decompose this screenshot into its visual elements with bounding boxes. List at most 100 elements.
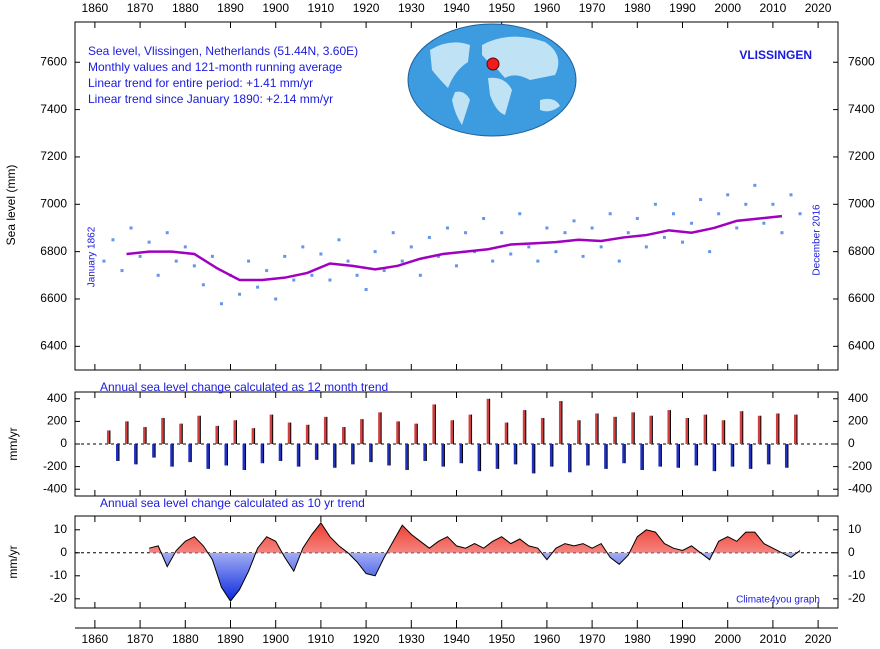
point bbox=[382, 269, 386, 273]
area-negative bbox=[149, 552, 801, 602]
y-tick-label: -20 bbox=[848, 591, 866, 605]
point bbox=[500, 231, 504, 235]
point bbox=[590, 226, 594, 230]
y-tick-label: -400 bbox=[848, 481, 872, 495]
y-tick-label: 7200 bbox=[848, 149, 875, 163]
y-tick-label: 10 bbox=[54, 522, 68, 536]
point bbox=[337, 238, 341, 242]
point bbox=[147, 240, 151, 244]
x-tick-label: 1960 bbox=[534, 632, 561, 646]
x-tick-label: 1890 bbox=[217, 1, 244, 15]
x-tick-label: 1980 bbox=[624, 632, 651, 646]
y-tick-label: 7200 bbox=[40, 149, 67, 163]
point bbox=[653, 202, 657, 206]
point bbox=[274, 297, 278, 301]
point bbox=[491, 259, 495, 263]
y-tick-label: 0 bbox=[848, 436, 855, 450]
point bbox=[201, 283, 205, 287]
running-mean bbox=[126, 214, 783, 282]
x-tick-label: 1920 bbox=[353, 632, 380, 646]
point bbox=[599, 245, 603, 249]
point bbox=[391, 231, 395, 235]
y-tick-label: -200 bbox=[848, 459, 872, 473]
panel-title: Annual sea level change calculated as 12… bbox=[100, 380, 388, 394]
point bbox=[780, 231, 784, 235]
point bbox=[608, 212, 612, 216]
point bbox=[527, 245, 531, 249]
point bbox=[662, 235, 666, 239]
point bbox=[536, 259, 540, 263]
x-tick-label: 1900 bbox=[262, 632, 289, 646]
point bbox=[563, 231, 567, 235]
point bbox=[753, 183, 757, 187]
point bbox=[690, 221, 694, 225]
x-tick-label: 1970 bbox=[579, 1, 606, 15]
y-tick-label: -10 bbox=[848, 568, 866, 582]
y-tick-label: 0 bbox=[60, 545, 67, 559]
panel-title: Annual sea level change calculated as 10… bbox=[100, 496, 365, 510]
point bbox=[581, 254, 585, 258]
panel: -20 -20 -10 -10 0 0 10 10 1860 1870 1880 1890 1900 19… bbox=[50, 515, 866, 646]
point bbox=[247, 259, 251, 263]
point bbox=[617, 259, 621, 263]
y-tick-label: -20 bbox=[50, 591, 68, 605]
point bbox=[554, 250, 558, 254]
point bbox=[708, 250, 712, 254]
point bbox=[138, 254, 142, 258]
x-tick-label: 1860 bbox=[82, 1, 109, 15]
point bbox=[292, 278, 296, 282]
point bbox=[192, 264, 196, 268]
area-positive bbox=[149, 522, 801, 553]
point bbox=[789, 193, 793, 197]
point bbox=[464, 231, 468, 235]
x-tick-label: 1880 bbox=[172, 1, 199, 15]
annotation: Linear trend since January 1890: +2.14 m… bbox=[88, 92, 333, 106]
point bbox=[129, 226, 133, 230]
trend-line bbox=[149, 522, 801, 602]
point bbox=[644, 245, 648, 249]
y-tick-label: 400 bbox=[47, 391, 67, 405]
x-tick-label: 1930 bbox=[398, 632, 425, 646]
point bbox=[572, 219, 576, 223]
point bbox=[174, 259, 178, 263]
point bbox=[265, 269, 269, 273]
point bbox=[165, 231, 169, 235]
x-tick-label: 1900 bbox=[262, 1, 289, 15]
x-tick-label: 1920 bbox=[353, 1, 380, 15]
y-tick-label: -400 bbox=[43, 481, 67, 495]
point bbox=[328, 278, 332, 282]
y-tick-label: 7600 bbox=[40, 54, 67, 68]
x-tick-label: 1880 bbox=[172, 632, 199, 646]
point bbox=[102, 259, 106, 263]
y-tick-label: 0 bbox=[60, 436, 67, 450]
point bbox=[671, 212, 675, 216]
y-axis-label: mm/yr bbox=[6, 545, 20, 578]
point bbox=[445, 226, 449, 230]
point bbox=[735, 226, 739, 230]
y-tick-label: 7600 bbox=[848, 54, 875, 68]
x-tick-label: 1960 bbox=[534, 1, 561, 15]
start-label: January 1862 bbox=[87, 226, 98, 287]
x-tick-label: 1890 bbox=[217, 632, 244, 646]
x-tick-label: 1950 bbox=[488, 632, 515, 646]
annotation: Monthly values and 121-month running ave… bbox=[88, 60, 342, 74]
credit: Climate4you graph bbox=[736, 595, 820, 606]
y-tick-label: 6600 bbox=[40, 291, 67, 305]
point bbox=[301, 245, 305, 249]
point bbox=[798, 212, 802, 216]
y-tick-label: -200 bbox=[43, 459, 67, 473]
chart-title: VLISSINGEN bbox=[739, 48, 812, 62]
point bbox=[771, 202, 775, 206]
point bbox=[726, 193, 730, 197]
y-axis-label: mm/yr bbox=[6, 427, 20, 460]
x-tick-label: 1870 bbox=[127, 1, 154, 15]
x-tick-label: 2010 bbox=[760, 632, 787, 646]
x-tick-label: 1910 bbox=[308, 1, 335, 15]
point bbox=[256, 285, 260, 289]
x-tick-label: 1940 bbox=[443, 1, 470, 15]
point bbox=[509, 252, 513, 256]
y-axis-label: Sea level (mm) bbox=[4, 165, 18, 246]
x-tick-label: 2000 bbox=[714, 632, 741, 646]
x-tick-label: 1930 bbox=[398, 1, 425, 15]
